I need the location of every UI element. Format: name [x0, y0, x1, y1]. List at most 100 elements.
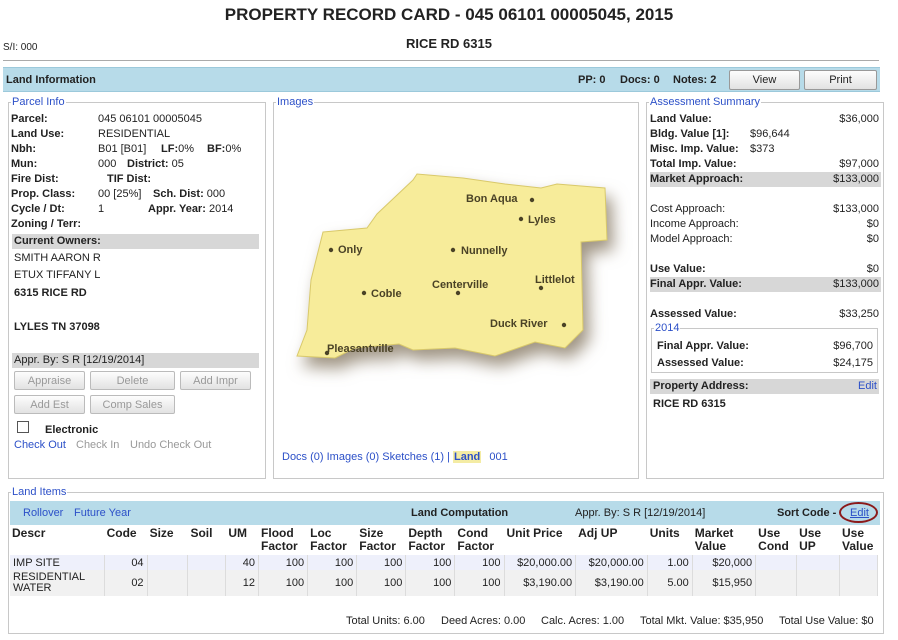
add-impr-button[interactable]: Add Impr	[180, 371, 251, 390]
misc-imp-value: $373	[750, 143, 775, 155]
land-value-label: Land Value:	[650, 113, 712, 125]
assessed-value-label: Assessed Value:	[650, 308, 737, 320]
table-cell	[755, 555, 798, 570]
owner-name-2: ETUX TIFFANY L	[14, 269, 101, 281]
rollover-link[interactable]: Rollover	[23, 507, 64, 519]
undo-check-out-link[interactable]: Undo Check Out	[130, 439, 212, 451]
column-header: Soil	[187, 527, 227, 555]
images-link[interactable]: Images (0)	[326, 451, 380, 463]
column-header: Descr	[10, 527, 105, 555]
table-cell	[796, 555, 841, 570]
property-address-value: RICE RD 6315	[653, 398, 726, 410]
column-header: Size	[147, 527, 189, 555]
sort-code-edit-link[interactable]: Edit	[850, 507, 869, 519]
land-number-link[interactable]: 001	[489, 451, 508, 463]
cost-approach-label: Cost Approach:	[650, 203, 726, 215]
prior-final-label: Final Appr. Value:	[657, 340, 749, 352]
town-label: Coble	[371, 288, 402, 300]
column-header: Code	[104, 527, 148, 555]
prior-year-panel: 2014	[651, 322, 878, 373]
docs-link[interactable]: Docs (0)	[282, 451, 324, 463]
final-appr-row: Final Appr. Value: $133,000	[650, 277, 881, 292]
current-owners-header: Current Owners:	[12, 234, 259, 249]
bldg-count: [1]:	[712, 128, 730, 140]
model-approach-value: $0	[866, 233, 879, 245]
notes-count: Notes: 2	[673, 74, 717, 86]
images-legend: Images	[277, 96, 314, 108]
add-est-button[interactable]: Add Est	[14, 395, 85, 414]
bldg-value-label: Bldg. Value	[650, 128, 710, 140]
bf-label: BF:	[207, 143, 226, 155]
column-header: Use Value	[839, 527, 878, 555]
town-dot	[538, 285, 544, 291]
assessment-summary-legend: Assessment Summary	[650, 96, 761, 108]
town-label: Bon Aqua	[466, 193, 518, 205]
land-link[interactable]: Land	[453, 451, 482, 463]
cost-approach-value: $133,000	[833, 203, 879, 215]
property-address-edit-link[interactable]: Edit	[858, 380, 877, 392]
column-header: Use UP	[796, 527, 841, 555]
sketches-link[interactable]: Sketches (1)	[382, 451, 445, 463]
property-address-heading: RICE RD 6315	[406, 36, 492, 51]
land-items-panel: Land Items	[8, 486, 884, 634]
district-label: District:	[127, 158, 169, 170]
view-button[interactable]: View	[729, 70, 800, 90]
page-title: PROPERTY RECORD CARD - 045 06101 0000504…	[224, 5, 674, 24]
table-cell	[755, 570, 798, 596]
cycle-value: 1	[98, 203, 105, 215]
misc-imp-label: Misc. Imp. Value:	[650, 143, 739, 155]
appr-year-label: Appr. Year:	[148, 203, 206, 215]
table-row[interactable]: IMP SITE 04 40 100 100 100 100 100 $20,0…	[10, 555, 878, 570]
prior-final-value: $96,700	[833, 340, 873, 352]
total-imp-label: Total Imp. Value:	[650, 158, 737, 170]
final-appr-value: $133,000	[833, 278, 879, 290]
column-header: Market Value	[692, 527, 757, 555]
model-approach-label: Model Approach:	[650, 233, 733, 245]
table-cell: 100	[307, 555, 358, 570]
tif-dist-label: TIF Dist:	[107, 173, 151, 185]
calc-acres: Calc. Acres: 1.00	[541, 615, 625, 627]
town-dot	[529, 197, 535, 203]
parcel-value: 045 06101 00005045	[98, 113, 202, 125]
prior-assessed-label: Assessed Value:	[657, 357, 744, 369]
appraise-button[interactable]: Appraise	[14, 371, 85, 390]
table-cell: 100	[307, 570, 358, 596]
assessed-value: $33,250	[839, 308, 879, 320]
comp-sales-button[interactable]: Comp Sales	[90, 395, 175, 414]
owner-name-1: SMITH AARON R	[14, 252, 101, 264]
land-table-header: Descr Code Size Soil UM Flood Factor Loc…	[10, 527, 878, 555]
divider	[3, 60, 879, 61]
prop-class-value: 00 [25%]	[98, 188, 142, 200]
town-label: Nunnelly	[461, 245, 508, 257]
town-dot	[518, 216, 524, 222]
town-dot	[450, 247, 456, 253]
lf-label: LF:	[161, 143, 179, 155]
future-year-link[interactable]: Future Year	[74, 507, 131, 519]
column-header: Flood Factor	[258, 527, 309, 555]
table-cell: 5.00	[647, 570, 693, 596]
county-map-image[interactable]: Bon Aqua Lyles Only Nunnelly Centerville…	[295, 170, 615, 395]
table-cell	[187, 555, 227, 570]
table-cell	[839, 555, 878, 570]
land-info-bar: Land Information PP: 0 Docs: 0 Notes: 2 …	[3, 67, 880, 92]
town-label: Lyles	[528, 214, 556, 226]
table-cell: 100	[454, 555, 505, 570]
table-cell: RESIDENTIAL WATER	[10, 570, 105, 596]
final-appr-label: Final Appr. Value:	[650, 278, 742, 290]
table-cell: $3,190.00	[575, 570, 648, 596]
delete-button[interactable]: Delete	[90, 371, 175, 390]
print-button[interactable]: Print	[804, 70, 877, 90]
mun-label: Mun:	[11, 158, 38, 170]
table-row[interactable]: RESIDENTIAL WATER 02 12 100 100 100 100 …	[10, 570, 878, 596]
town-dot	[361, 290, 367, 296]
column-header: Cond Factor	[454, 527, 505, 555]
property-address-label: Property Address:	[653, 380, 749, 392]
electronic-checkbox[interactable]	[17, 421, 29, 433]
nbh-value: B01 [B01]	[98, 143, 147, 155]
town-dot	[561, 322, 567, 328]
check-in-link[interactable]: Check In	[76, 439, 120, 451]
si-label: S/I: 000	[3, 42, 38, 53]
link-separator: |	[447, 451, 450, 463]
owner-address-1: 6315 RICE RD	[14, 287, 87, 299]
check-out-link[interactable]: Check Out	[14, 439, 66, 451]
